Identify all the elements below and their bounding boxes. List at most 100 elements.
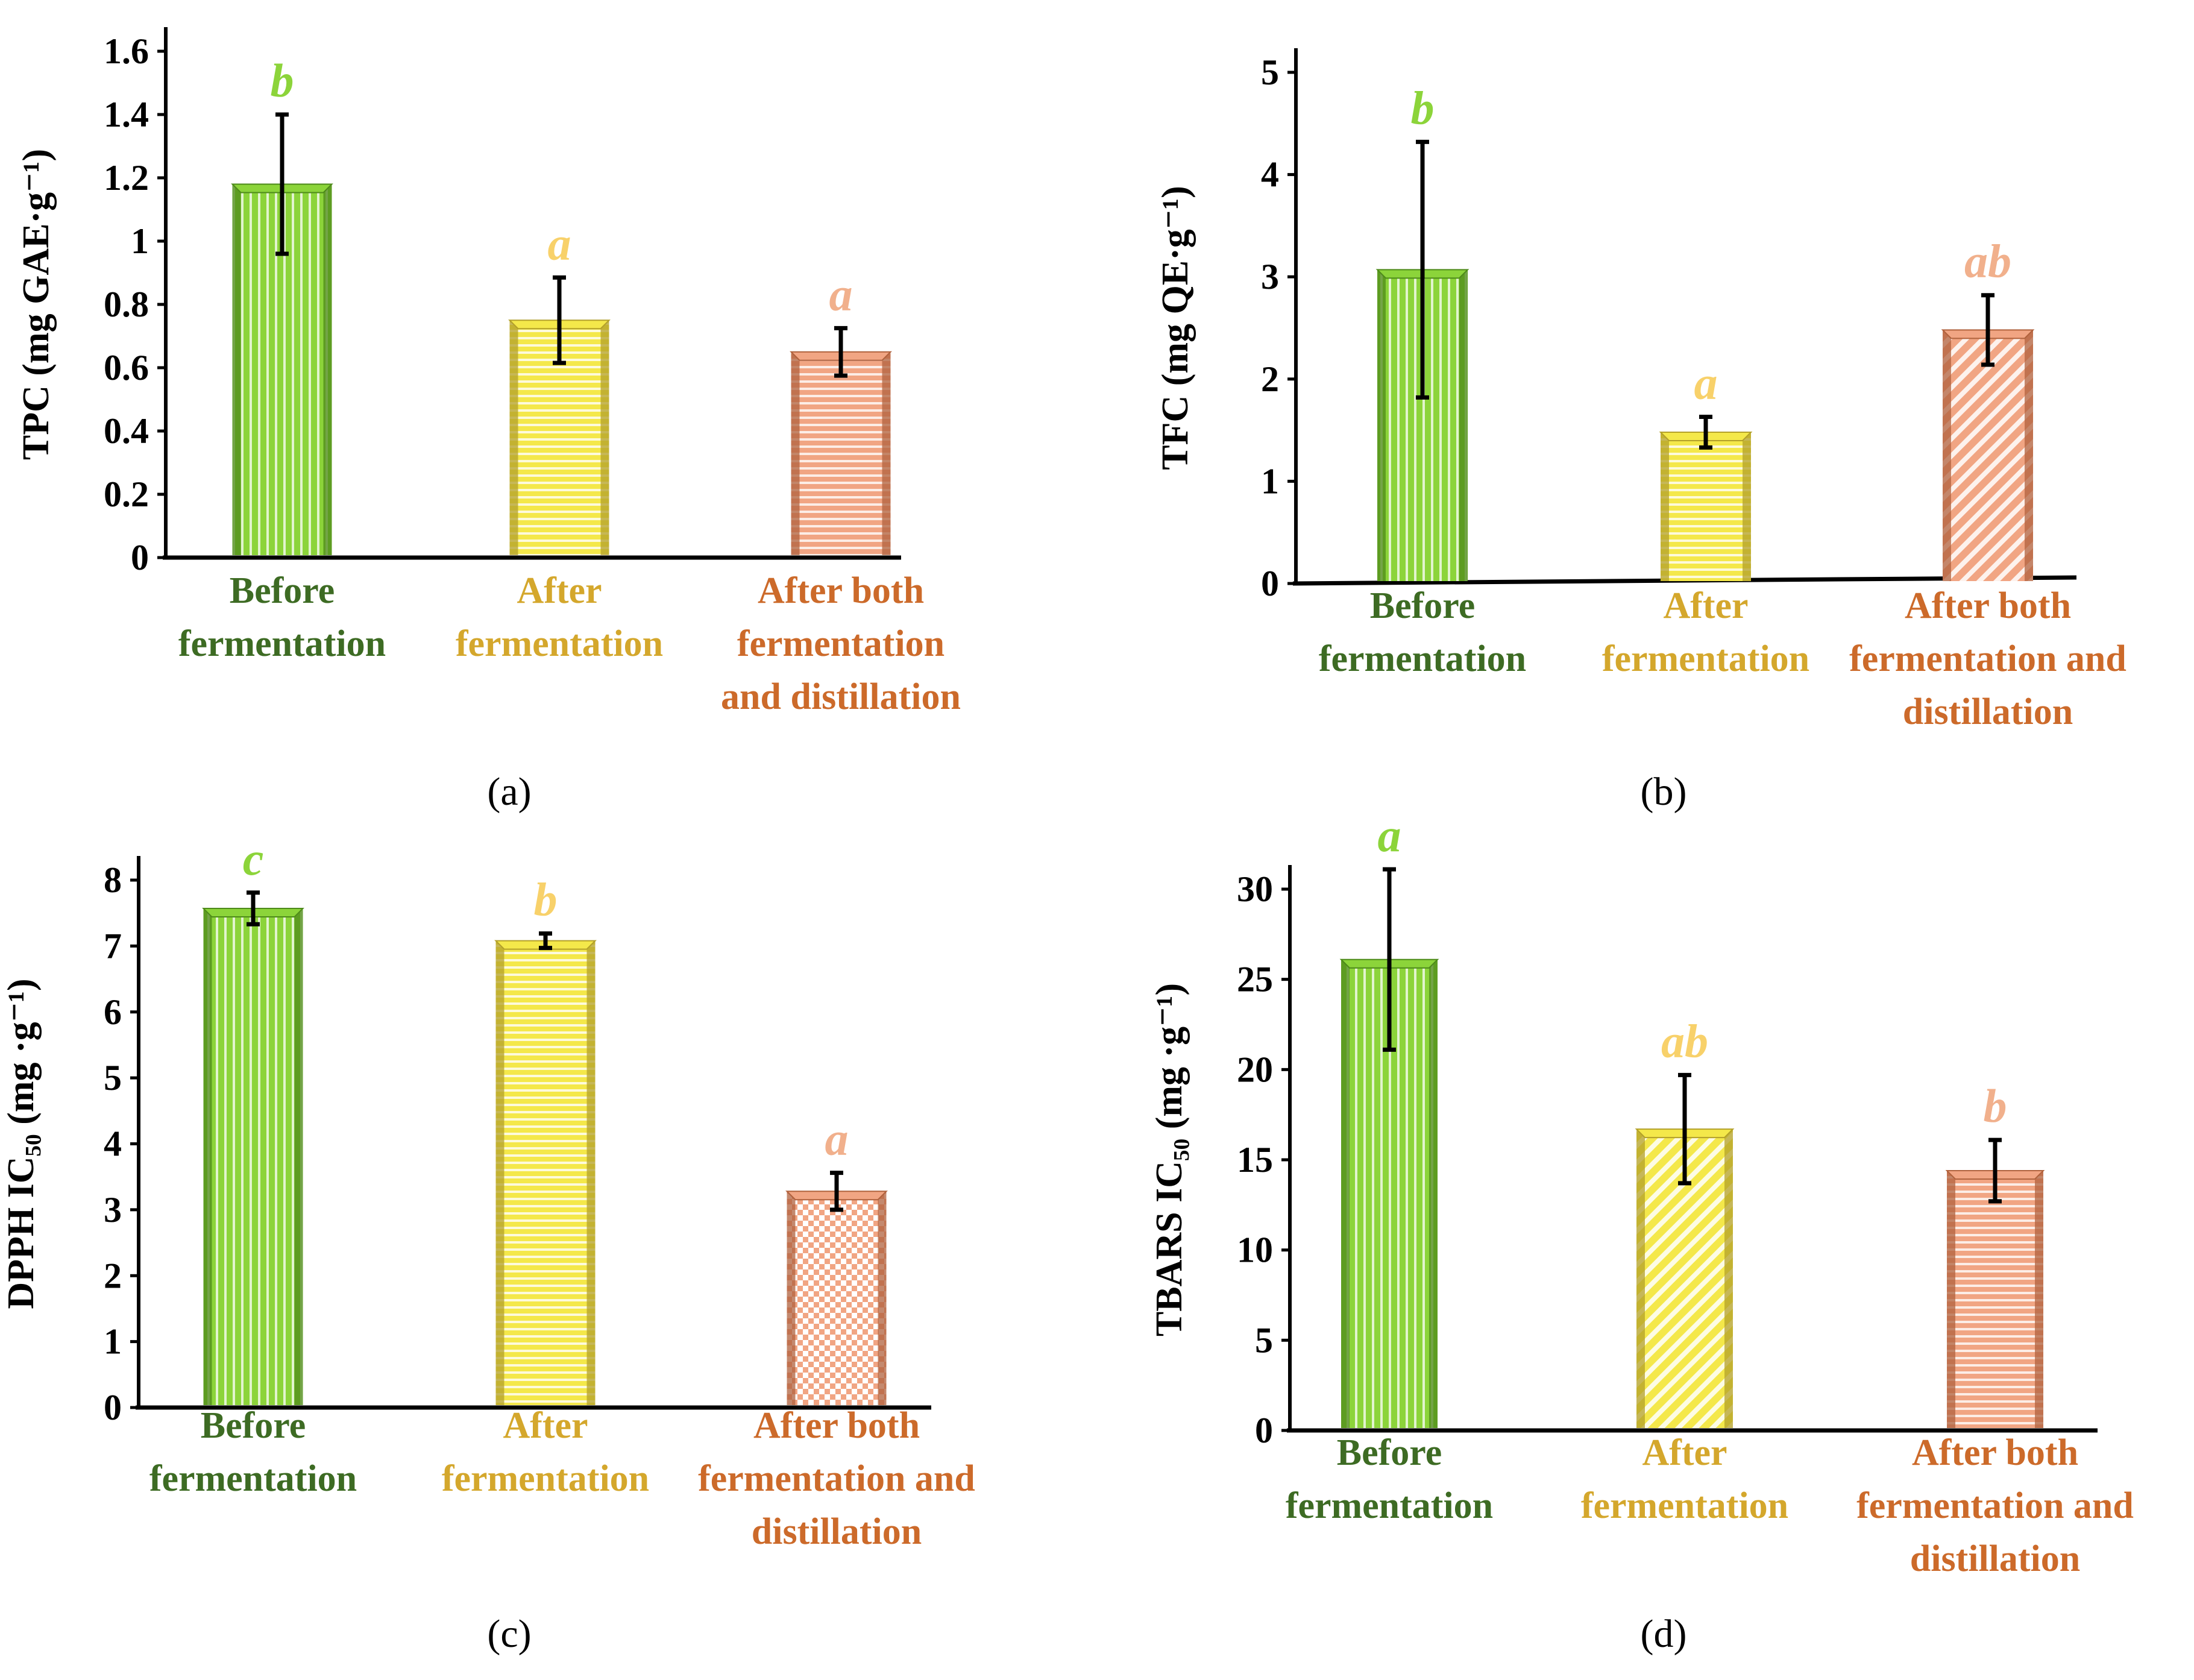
y-tick-label: 1.2 [104, 158, 149, 198]
significance-letter: b [271, 54, 294, 107]
category-label-line: and distillation [721, 676, 961, 717]
error-bar [830, 1171, 843, 1212]
bar-right-edge [1743, 432, 1751, 581]
category-label-line: After both [753, 1405, 920, 1446]
category-label: After both fermentation and distillation [1849, 585, 2126, 732]
y-tick-label: 1.6 [104, 31, 149, 71]
bar-2 [1945, 1169, 2045, 1428]
category-label-line: distillation [752, 1511, 922, 1552]
bar-right-edge [1724, 1129, 1733, 1428]
category-label-line: fermentation [442, 1458, 649, 1499]
bar-body [1661, 432, 1751, 581]
y-tick-label: 0.2 [104, 474, 149, 514]
bar-left-edge [1661, 432, 1669, 581]
category-label: After fermentation [1602, 585, 1809, 679]
bar-left-edge [232, 184, 241, 555]
bar-left-edge [1947, 1170, 1955, 1428]
bar-left-edge [495, 940, 504, 1405]
y-tick-label: 5 [104, 1058, 122, 1098]
y-tick-label: 3 [1261, 257, 1279, 297]
category-label-line: fermentation [1602, 638, 1809, 679]
y-tick-label: 7 [104, 926, 122, 966]
significance-letter: b [534, 873, 558, 926]
y-axis-title: TFC (mg QE·g⁻¹) [1155, 186, 1196, 470]
y-tick-label: 4 [104, 1124, 122, 1164]
category-label-line: Before [230, 570, 335, 611]
significance-letter: b [1411, 81, 1435, 134]
error-bar [275, 112, 289, 256]
bar-right-edge [882, 351, 891, 555]
bar-left-edge [791, 351, 800, 555]
category-label-line: fermentation [456, 623, 663, 664]
error-bar [1416, 139, 1429, 400]
significance-letter: a [829, 268, 853, 320]
y-tick-label: 2 [1261, 359, 1279, 399]
category-label-line: Before [201, 1405, 306, 1446]
bar-right-edge [2035, 1170, 2043, 1428]
significance-letter: a [1694, 357, 1718, 409]
bar-body [1947, 1170, 2043, 1428]
y-tick-label: 0 [104, 1388, 122, 1427]
error-bar [247, 890, 260, 927]
category-label-line: fermentation [178, 623, 386, 664]
y-tick-label: 2 [104, 1256, 122, 1295]
bar-right-edge [1429, 959, 1438, 1428]
category-label-line: After [517, 570, 602, 611]
error-bar [1383, 867, 1396, 1052]
category-label-line: distillation [1910, 1538, 2081, 1579]
y-tick-label: 1.4 [104, 95, 149, 134]
panel-label: (b) [1641, 770, 1687, 814]
bar-2 [790, 351, 892, 555]
y-tick-label: 25 [1237, 960, 1273, 999]
bar-left-edge [1377, 269, 1386, 581]
y-tick-label: 15 [1237, 1140, 1273, 1180]
bar-right-edge [294, 908, 303, 1405]
category-label: After both fermentation and distillation [721, 570, 961, 717]
y-tick-label: 0 [131, 538, 149, 577]
bar-right-edge [1459, 269, 1468, 581]
panel-label: (d) [1641, 1612, 1687, 1656]
y-tick-label: 1 [104, 1322, 122, 1362]
y-tick-label: 0.4 [104, 411, 149, 451]
category-label-line: After [1642, 1432, 1727, 1473]
category-label-line: After [503, 1405, 588, 1446]
category-label: After both fermentation and distillation [698, 1405, 975, 1552]
category-label-line: Before [1337, 1432, 1442, 1473]
bar-2 [785, 1191, 888, 1405]
panel-label: (c) [487, 1612, 531, 1656]
y-tick-label: 30 [1237, 869, 1273, 909]
error-bar [1699, 415, 1712, 450]
category-label: Before fermentation [1319, 585, 1526, 679]
y-tick-label: 0 [1255, 1411, 1273, 1450]
bar-1 [1659, 431, 1753, 581]
significance-letter: ab [1661, 1015, 1708, 1067]
error-bar [539, 931, 552, 951]
bar-body [495, 940, 596, 1405]
category-label-line: distillation [1903, 691, 2073, 732]
significance-letter: a [825, 1113, 849, 1165]
bar-left-edge [787, 1191, 796, 1405]
significance-letter: ab [1964, 235, 2011, 288]
bar-left-edge [1341, 959, 1350, 1428]
y-tick-label: 0 [1261, 564, 1279, 603]
category-label: Before fermentation [1286, 1432, 1493, 1526]
category-label-line: Before [1370, 585, 1475, 626]
bar-body [203, 908, 303, 1405]
bar-1 [1635, 1128, 1735, 1428]
panel-label: (a) [487, 770, 531, 814]
y-tick-label: 20 [1237, 1049, 1273, 1089]
chart-panel-b: 0 1 2 3 4 5 TFC (mg QE·g⁻¹) b Before fermentation… [1155, 48, 2126, 814]
bar-body [1943, 330, 2033, 581]
category-label-line: fermentation and [698, 1458, 975, 1499]
category-label-line: fermentation and [1856, 1485, 2134, 1526]
bar-left-edge [1636, 1129, 1645, 1428]
category-label: After fermentation [1581, 1432, 1788, 1526]
category-label-line: After [1663, 585, 1748, 626]
bar-0 [202, 908, 304, 1405]
y-tick-label: 5 [1255, 1320, 1273, 1360]
bar-0 [1375, 269, 1469, 581]
bar-right-edge [2025, 330, 2033, 581]
significance-letter: a [1378, 809, 1401, 861]
